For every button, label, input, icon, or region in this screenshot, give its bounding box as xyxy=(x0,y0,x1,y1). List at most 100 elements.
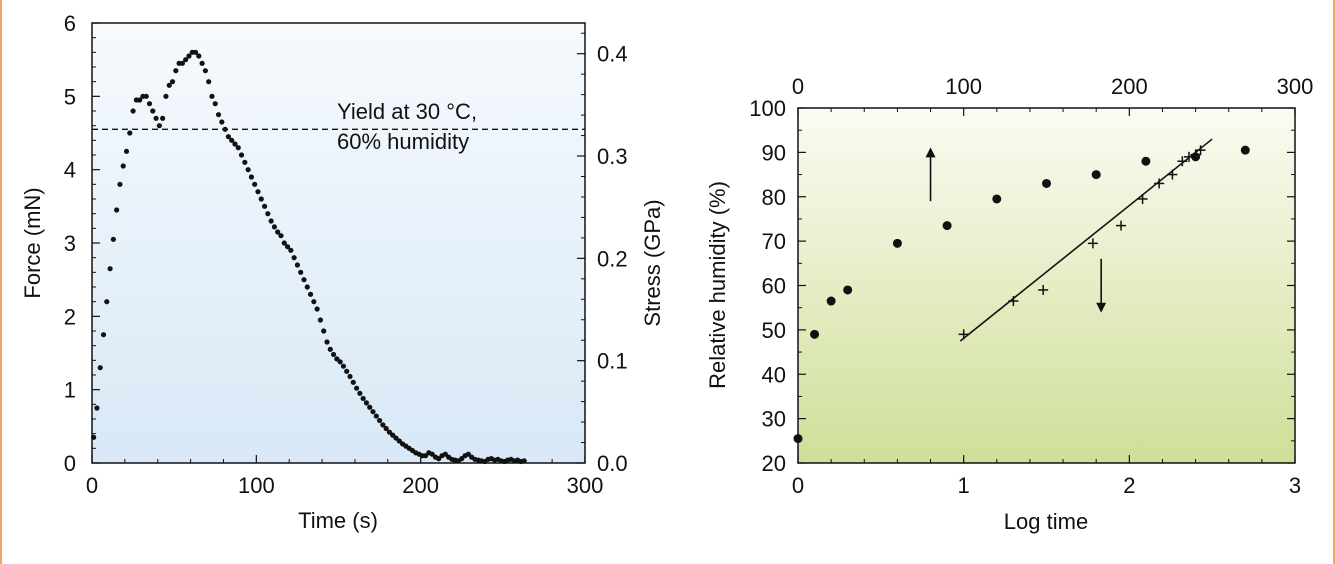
force-point xyxy=(380,422,386,428)
force-point xyxy=(137,97,143,103)
humidity-plus-point xyxy=(1190,149,1201,160)
force-point xyxy=(199,60,205,66)
force-x-tick-label: 100 xyxy=(238,473,275,498)
axis-indicator-arrows xyxy=(925,147,1107,313)
force-point xyxy=(521,458,527,464)
force-point xyxy=(130,108,136,114)
force-point xyxy=(107,266,113,272)
force-point xyxy=(229,137,235,143)
force-point xyxy=(258,196,264,202)
force-y-tick-label: 1 xyxy=(64,378,76,403)
force-point xyxy=(281,240,287,246)
force-point xyxy=(153,115,159,121)
force-point xyxy=(360,395,366,402)
stress-y2-tick-label: 0.1 xyxy=(597,349,628,374)
force-point xyxy=(238,152,245,158)
force-point xyxy=(353,385,360,391)
log-time-x-axis: 0 1 2 3 xyxy=(792,455,1301,498)
time-x2-axis-top: 0 100 200 300 xyxy=(792,74,1313,116)
humidity-y-tick-label: 50 xyxy=(762,318,786,343)
frame-right-border xyxy=(1333,0,1335,564)
humidity-plus-point xyxy=(1167,169,1178,180)
force-point xyxy=(143,93,149,99)
force-point xyxy=(117,181,123,187)
humidity-plus-point xyxy=(1038,284,1049,295)
force-point xyxy=(245,167,251,173)
force-point xyxy=(311,299,317,305)
force-y-axis: 0 1 2 3 4 5 6 xyxy=(64,11,100,476)
force-point xyxy=(367,404,373,410)
force-point xyxy=(373,413,379,419)
humidity-circle-point xyxy=(843,285,853,295)
force-point xyxy=(271,224,278,230)
stress-y2-tick-label: 0.0 xyxy=(597,451,628,476)
force-point xyxy=(186,53,192,59)
force-point xyxy=(100,332,107,338)
force-series xyxy=(91,49,527,465)
humidity-plus-point xyxy=(1195,145,1206,156)
force-point xyxy=(94,405,100,411)
humidity-y-tick-label: 60 xyxy=(762,274,786,299)
force-point xyxy=(166,82,172,88)
force-y-tick-label: 2 xyxy=(64,304,76,329)
stress-y2-axis: 0.0 0.1 0.2 0.3 0.4 xyxy=(577,32,628,476)
force-point xyxy=(163,93,169,99)
force-point xyxy=(104,299,110,305)
humidity-circle-point xyxy=(1240,145,1250,155)
humidity-plot-area xyxy=(798,108,1295,463)
force-point xyxy=(294,262,301,268)
force-point xyxy=(314,306,320,312)
humidity-circle-point xyxy=(826,296,836,306)
force-point xyxy=(110,236,116,242)
force-point xyxy=(268,218,274,224)
force-point xyxy=(304,284,310,290)
humidity-y-tick-label: 40 xyxy=(762,362,786,387)
humidity-circle-point xyxy=(942,221,952,231)
force-point xyxy=(255,189,261,195)
force-point xyxy=(242,159,248,165)
force-point xyxy=(265,211,271,217)
force-x-tick-label: 0 xyxy=(86,473,98,498)
force-point xyxy=(209,93,215,99)
stress-y2-axis-label: Stress (GPa) xyxy=(640,199,665,326)
force-point xyxy=(215,112,222,118)
force-point xyxy=(120,163,126,169)
force-point xyxy=(212,101,218,107)
force-point xyxy=(169,79,176,85)
humidity-circle-point xyxy=(892,238,902,248)
force-point xyxy=(150,108,156,114)
log-time-x-tick-label: 1 xyxy=(958,473,970,498)
stress-y2-tick-label: 0.2 xyxy=(597,246,628,271)
humidity-circle-point xyxy=(1091,170,1101,180)
force-x-axis: 0 100 200 300 xyxy=(86,455,603,498)
force-x-tick-label: 200 xyxy=(402,473,439,498)
yield-annotation-line-1: Yield at 30 °C, xyxy=(337,99,477,124)
fit-line xyxy=(959,138,1213,342)
force-point xyxy=(146,101,153,107)
force-point xyxy=(225,134,231,140)
humidity-plus-point xyxy=(958,329,969,340)
humidity-y-axis-label: Relative humidity (%) xyxy=(705,181,730,389)
force-point xyxy=(206,79,212,85)
humidity-y-tick-label: 90 xyxy=(762,140,786,165)
time-x2-tick-label: 300 xyxy=(1277,74,1314,99)
force-point xyxy=(376,417,383,424)
force-point xyxy=(275,229,281,235)
log-time-x-tick-label: 3 xyxy=(1289,473,1301,498)
force-point xyxy=(337,359,343,365)
force-point xyxy=(284,244,291,250)
humidity-series-circles xyxy=(793,145,1250,444)
force-point xyxy=(127,130,133,136)
force-point xyxy=(123,148,130,154)
force-point xyxy=(248,174,255,180)
time-x2-tick-label: 0 xyxy=(792,74,804,99)
humidity-circle-point xyxy=(810,329,820,339)
force-y-tick-label: 0 xyxy=(64,451,76,476)
force-point xyxy=(183,57,189,63)
force-point xyxy=(252,181,258,187)
force-point xyxy=(202,68,208,74)
force-plot-area xyxy=(92,23,585,463)
force-point xyxy=(179,60,185,66)
humidity-plus-point xyxy=(1177,156,1188,167)
